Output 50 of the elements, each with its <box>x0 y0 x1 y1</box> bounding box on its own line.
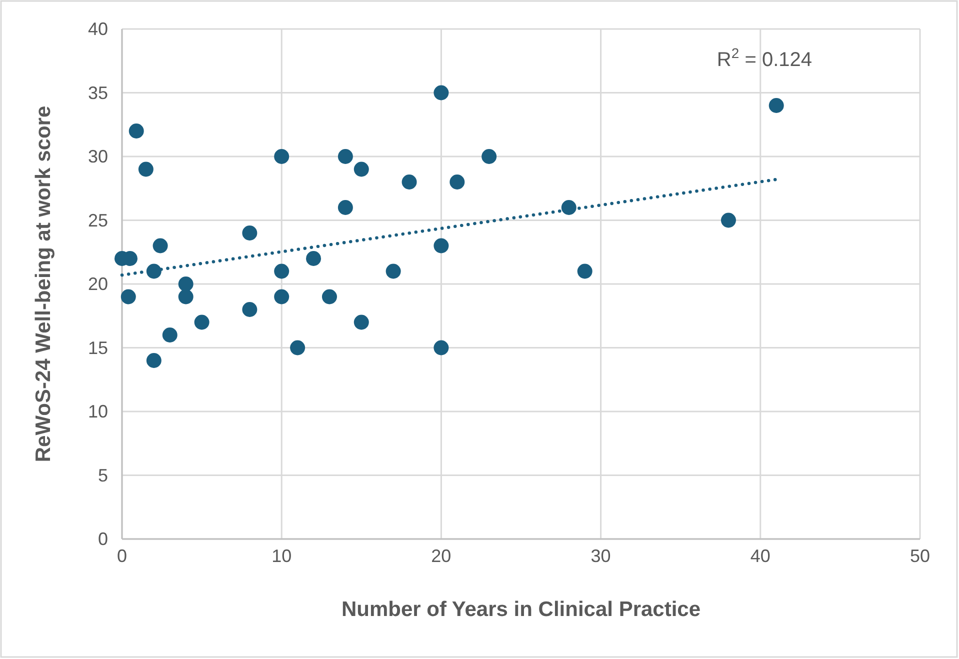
y-tick-label: 25 <box>88 210 108 230</box>
point <box>386 264 401 279</box>
y-tick-label: 35 <box>88 82 108 103</box>
point <box>162 328 178 342</box>
point <box>178 276 194 292</box>
point <box>402 174 417 190</box>
x-tick-label: 30 <box>590 546 611 566</box>
point <box>338 149 353 164</box>
x-tick-label: 40 <box>750 546 770 566</box>
y-tick-label: 10 <box>88 402 108 422</box>
annotation: R$^{2}$ = 0.124 <box>716 45 812 71</box>
y-axis-title: ReWoS-24 Well-being at work score <box>32 106 55 462</box>
y-tick-label: 15 <box>88 338 108 358</box>
point <box>128 124 144 138</box>
point <box>120 289 136 304</box>
point <box>242 226 258 240</box>
point <box>178 289 194 304</box>
point <box>322 289 337 304</box>
x-tick-label: 20 <box>431 546 452 566</box>
point <box>152 238 168 254</box>
point <box>434 238 449 254</box>
point <box>354 162 369 177</box>
y-tick-label: 5 <box>98 465 108 486</box>
point <box>720 212 736 228</box>
x-axis-title: Number of Years in Clinical Practice <box>341 598 701 621</box>
y-tick-label: 30 <box>88 146 108 166</box>
point <box>577 264 592 279</box>
point <box>146 353 162 368</box>
point <box>434 85 449 100</box>
point <box>450 174 465 190</box>
y-tick-label: 40 <box>88 19 108 39</box>
point <box>274 289 290 304</box>
point <box>290 340 306 356</box>
point <box>274 264 290 279</box>
point <box>138 162 154 177</box>
point <box>274 149 290 164</box>
point <box>561 200 576 215</box>
x-tick-label: 50 <box>910 546 930 566</box>
point <box>242 302 258 317</box>
y-tick-label: 0 <box>98 529 108 549</box>
point <box>482 149 497 164</box>
point <box>354 314 369 330</box>
point <box>306 251 322 266</box>
point <box>338 200 353 215</box>
x-tick-label: 10 <box>272 546 292 566</box>
point <box>434 340 449 356</box>
x-tick-label: 0 <box>116 546 128 566</box>
y-tick-label: 20 <box>88 274 108 294</box>
point <box>768 98 784 113</box>
point <box>194 314 210 330</box>
